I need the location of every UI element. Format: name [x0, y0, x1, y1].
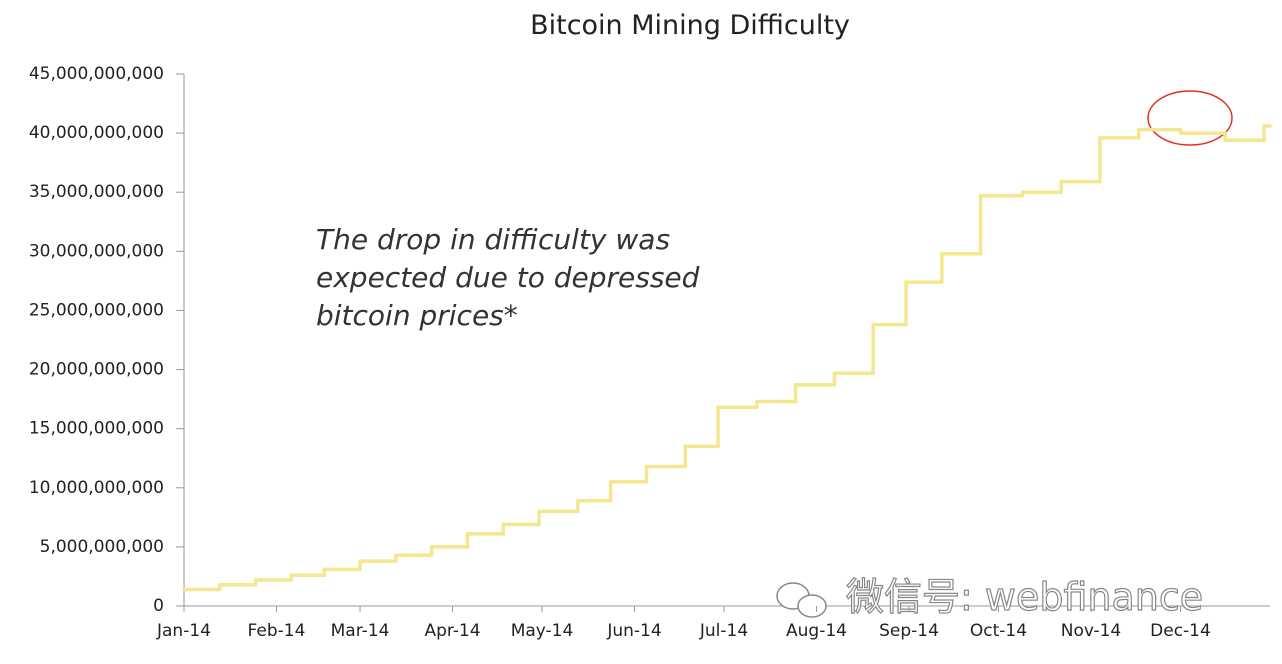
watermark-icon [776, 582, 827, 618]
x-tick-label: Jul-14 [699, 621, 748, 641]
x-tick-label: Nov-14 [1061, 621, 1122, 641]
y-tick-label: 20,000,000,000 [29, 360, 164, 380]
watermark: 微信号: webfinance [846, 575, 1203, 619]
x-tick-label: May-14 [511, 621, 574, 641]
x-tick-label: Sep-14 [879, 621, 939, 641]
y-tick-label: 40,000,000,000 [29, 123, 164, 143]
x-tick-label: Apr-14 [424, 621, 480, 641]
x-tick-label: Oct-14 [970, 621, 1027, 641]
y-tick-label: 30,000,000,000 [29, 241, 164, 261]
y-tick-label: 5,000,000,000 [40, 537, 164, 557]
x-tick-label: Mar-14 [331, 621, 390, 641]
highlight-ellipse [1147, 90, 1233, 146]
y-tick-label: 0 [153, 596, 164, 616]
chart-title: Bitcoin Mining Difficulty [530, 10, 850, 41]
x-tick-label: Feb-14 [248, 621, 306, 641]
annotation: bitcoin prices* [316, 299, 518, 332]
x-tick-label: Jun-14 [606, 621, 661, 641]
y-tick-label: 15,000,000,000 [29, 419, 164, 439]
x-tick-label: Dec-14 [1150, 621, 1211, 641]
annotation: The drop in difficulty was [316, 223, 670, 256]
annotation: expected due to depressed [316, 261, 700, 294]
x-tick-label: Jan-14 [156, 621, 211, 641]
y-tick-label: 10,000,000,000 [29, 478, 164, 498]
y-tick-label: 45,000,000,000 [29, 64, 164, 84]
x-tick-label: Aug-14 [786, 621, 847, 641]
y-tick-label: 35,000,000,000 [29, 182, 164, 202]
y-tick-label: 25,000,000,000 [29, 300, 164, 320]
